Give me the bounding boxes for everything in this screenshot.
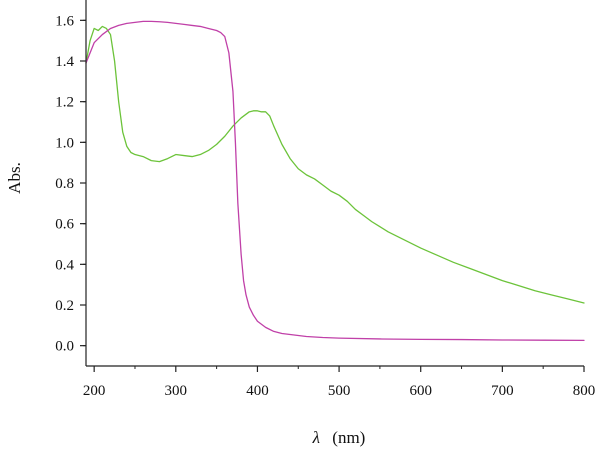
y-tick-label: 0.4	[55, 257, 74, 273]
x-tick-label: 400	[246, 383, 269, 399]
y-tick-label: 0.6	[55, 217, 74, 233]
y-axis-title: Abs.	[5, 162, 24, 194]
x-tick-label: 500	[328, 383, 351, 399]
y-tick-label: 1.0	[55, 135, 74, 151]
y-tick-label: 1.6	[55, 13, 74, 29]
x-tick-label: 300	[165, 383, 188, 399]
x-tick-label: 700	[491, 383, 514, 399]
y-tick-label: 1.2	[55, 95, 74, 111]
y-tick-label: 0.8	[55, 176, 74, 192]
plot-area	[85, 20, 585, 342]
series-line-1	[85, 25, 585, 304]
x-tick-label: 200	[83, 383, 106, 399]
x-tick-label: 600	[409, 383, 432, 399]
series-line-2	[85, 20, 585, 342]
x-tick-label: 800	[573, 383, 596, 399]
x-axis-title: λ (nm)	[312, 428, 366, 447]
x-axis-unit: (nm)	[332, 428, 365, 447]
x-axis-symbol: λ	[312, 428, 320, 447]
y-tick-label: 0.2	[55, 298, 74, 314]
y-tick-label: 0.0	[55, 339, 74, 355]
y-tick-label: 1.4	[55, 54, 74, 70]
axes: 0.0 0.2 0.4 0.6 0.8 1.0 1.2 1.4 1.6 200 300 400 500 6…	[55, 0, 595, 399]
